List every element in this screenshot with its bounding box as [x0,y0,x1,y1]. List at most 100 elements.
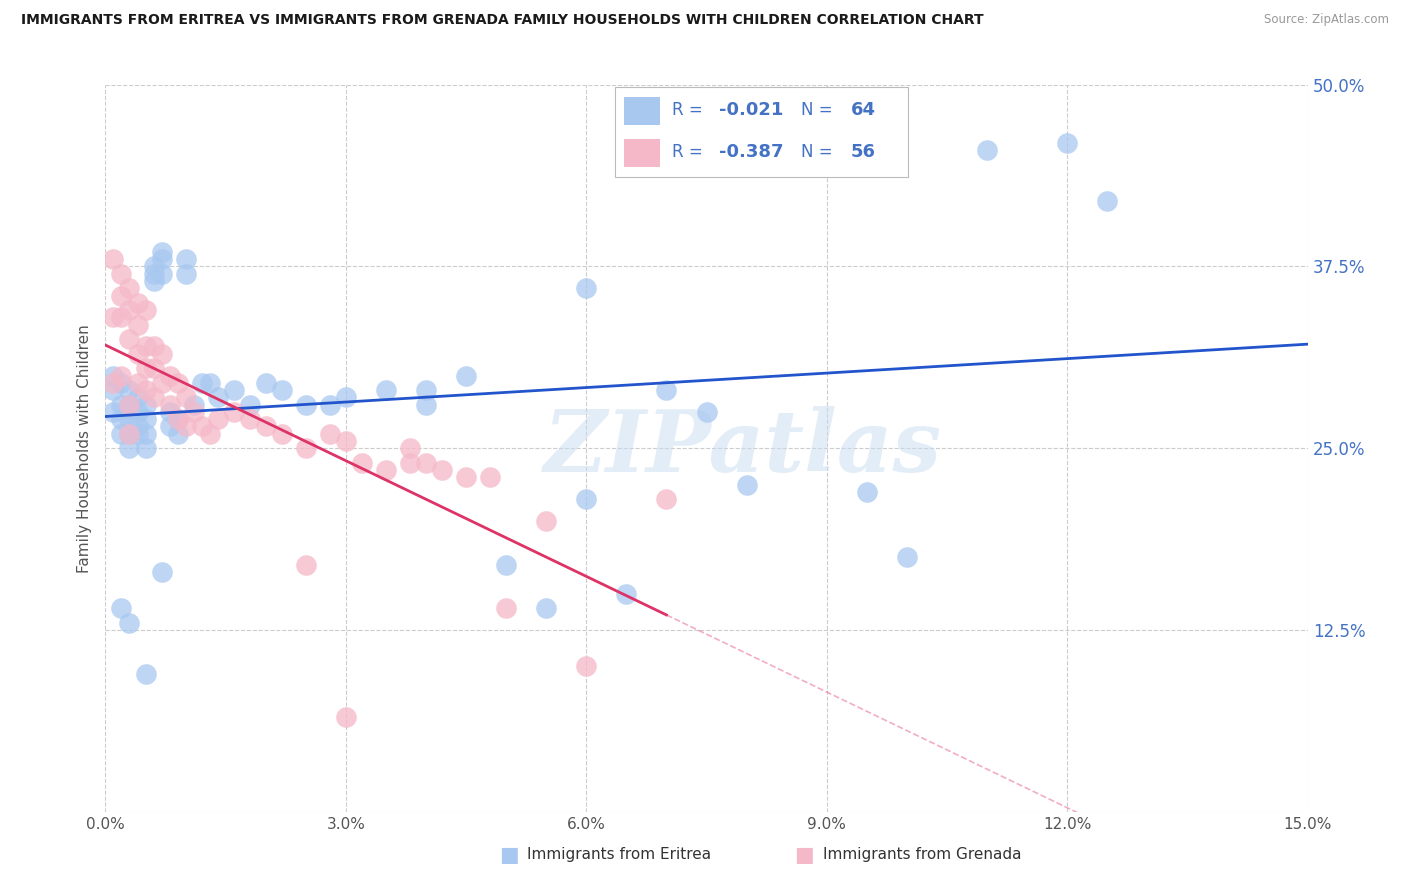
Point [135,303,157,318]
Text: N =: N = [800,144,838,161]
Bar [624,139,659,167]
Point [110,310,132,325]
Point [127,426,149,441]
Point [1056,136,1078,150]
Bar [624,97,659,125]
Text: -0.021: -0.021 [718,101,783,119]
Point [150,376,173,390]
Point [142,390,165,404]
Point [127,347,149,361]
Point [150,244,173,259]
Point [319,426,342,441]
Point [534,514,557,528]
Point [495,601,517,615]
Point [127,419,149,434]
Text: 56: 56 [851,144,876,161]
Point [135,383,157,397]
Point [110,426,132,441]
Point [159,419,181,434]
Point [575,281,598,295]
Point [103,376,125,390]
Point [174,267,197,281]
Point [534,601,557,615]
Point [183,405,205,419]
Point [239,412,262,426]
Point [127,405,149,419]
Point [127,318,149,332]
Point [142,274,165,288]
Point [142,339,165,353]
Point [135,398,157,412]
Point [616,587,638,601]
Point [335,390,357,404]
Text: R =: R = [672,144,709,161]
Point [127,296,149,310]
Point [118,442,141,455]
Point [142,361,165,376]
Point [166,412,188,426]
Point [295,398,318,412]
Point [696,405,718,419]
Point [254,376,277,390]
Text: ZIPatlas: ZIPatlas [544,407,942,490]
Text: 64: 64 [851,101,876,119]
Point [135,361,157,376]
Y-axis label: Family Households with Children: Family Households with Children [77,324,93,573]
Point [575,659,598,673]
Point [110,601,132,615]
Point [454,470,477,484]
Text: R =: R = [672,101,709,119]
Point [159,398,181,412]
Point [399,456,422,470]
Text: Immigrants from Eritrea: Immigrants from Eritrea [527,847,711,862]
Point [150,267,173,281]
Point [198,426,221,441]
Point [183,398,205,412]
Point [335,434,357,448]
Point [174,390,197,404]
Point [110,267,132,281]
Point [415,383,437,397]
Point [399,442,422,455]
Point [495,558,517,572]
Point [166,426,188,441]
Point [118,281,141,295]
Point [319,398,342,412]
Point [103,368,125,383]
Point [479,470,502,484]
Point [174,419,197,434]
Point [118,412,141,426]
Point [135,442,157,455]
Point [135,412,157,426]
Point [655,492,678,507]
Point [239,398,262,412]
Point [103,383,125,397]
Point [110,376,132,390]
Point [110,368,132,383]
Point [110,288,132,302]
Point [135,339,157,353]
Point [190,419,212,434]
Point [103,405,125,419]
Point [150,347,173,361]
Point [166,376,188,390]
Point [190,376,212,390]
Point [222,405,245,419]
Point [174,252,197,267]
Point [118,398,141,412]
Point [415,398,437,412]
Text: N =: N = [800,101,838,119]
Point [118,303,141,318]
Point [118,426,141,441]
Point [976,143,998,157]
Point [110,398,132,412]
Point [374,383,398,397]
Point [207,390,229,404]
Point [270,383,292,397]
Point [575,492,598,507]
Point [855,484,877,499]
Point [150,565,173,579]
Point [127,390,149,404]
Point [198,376,221,390]
Text: -0.387: -0.387 [718,144,783,161]
